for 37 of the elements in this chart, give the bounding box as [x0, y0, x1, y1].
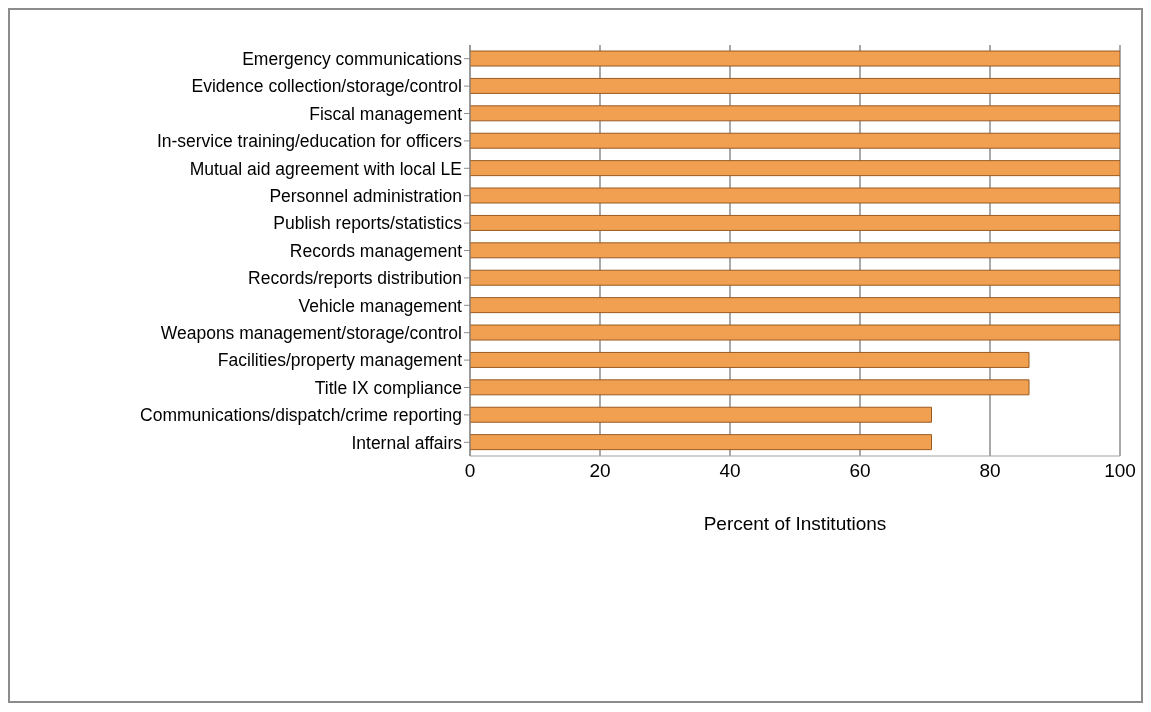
bar — [470, 297, 1120, 314]
y-tick-label: In-service training/education for officers — [156, 131, 463, 152]
y-tick-label: Evidence collection/storage/control — [191, 76, 462, 97]
bar — [470, 187, 1120, 204]
bar — [470, 242, 1120, 259]
y-tick-label: Mutual aid agreement with local LE — [189, 158, 462, 179]
x-tick-label: 60 — [849, 460, 871, 482]
y-tick-label: Emergency communications — [242, 48, 463, 69]
y-tick-label: Fiscal management — [309, 103, 463, 124]
y-tick-label: Internal affairs — [351, 432, 463, 453]
bar — [470, 160, 1120, 177]
x-tick-label: 40 — [719, 460, 741, 482]
bar — [470, 379, 1030, 396]
x-tick-label: 100 — [1104, 460, 1136, 482]
y-tick-label: Vehicle management — [298, 295, 463, 316]
y-tick-label: Publish reports/statistics — [273, 213, 463, 234]
bar — [470, 434, 932, 451]
x-tick-label: 20 — [589, 460, 611, 482]
x-tick-label: 80 — [979, 460, 1001, 482]
x-tick-label: 0 — [464, 460, 476, 482]
bar — [470, 406, 932, 423]
bar — [470, 77, 1120, 94]
bar — [470, 132, 1120, 149]
bar — [470, 324, 1120, 341]
y-tick-label: Personnel administration — [269, 185, 462, 206]
bar — [470, 105, 1120, 122]
y-tick-label: Weapons management/storage/control — [160, 322, 462, 343]
bar — [470, 269, 1120, 286]
y-tick-label: Records management — [289, 240, 463, 261]
bar — [470, 50, 1120, 67]
bar — [470, 351, 1030, 368]
y-tick-label: Facilities/property management — [217, 350, 463, 371]
y-tick-label: Records/reports distribution — [248, 268, 462, 289]
y-tick-label: Title IX compliance — [314, 377, 462, 398]
x-axis-title: Percent of Institutions — [703, 513, 887, 534]
bar — [470, 214, 1120, 231]
y-tick-label: Communications/dispatch/crime reporting — [140, 405, 462, 426]
